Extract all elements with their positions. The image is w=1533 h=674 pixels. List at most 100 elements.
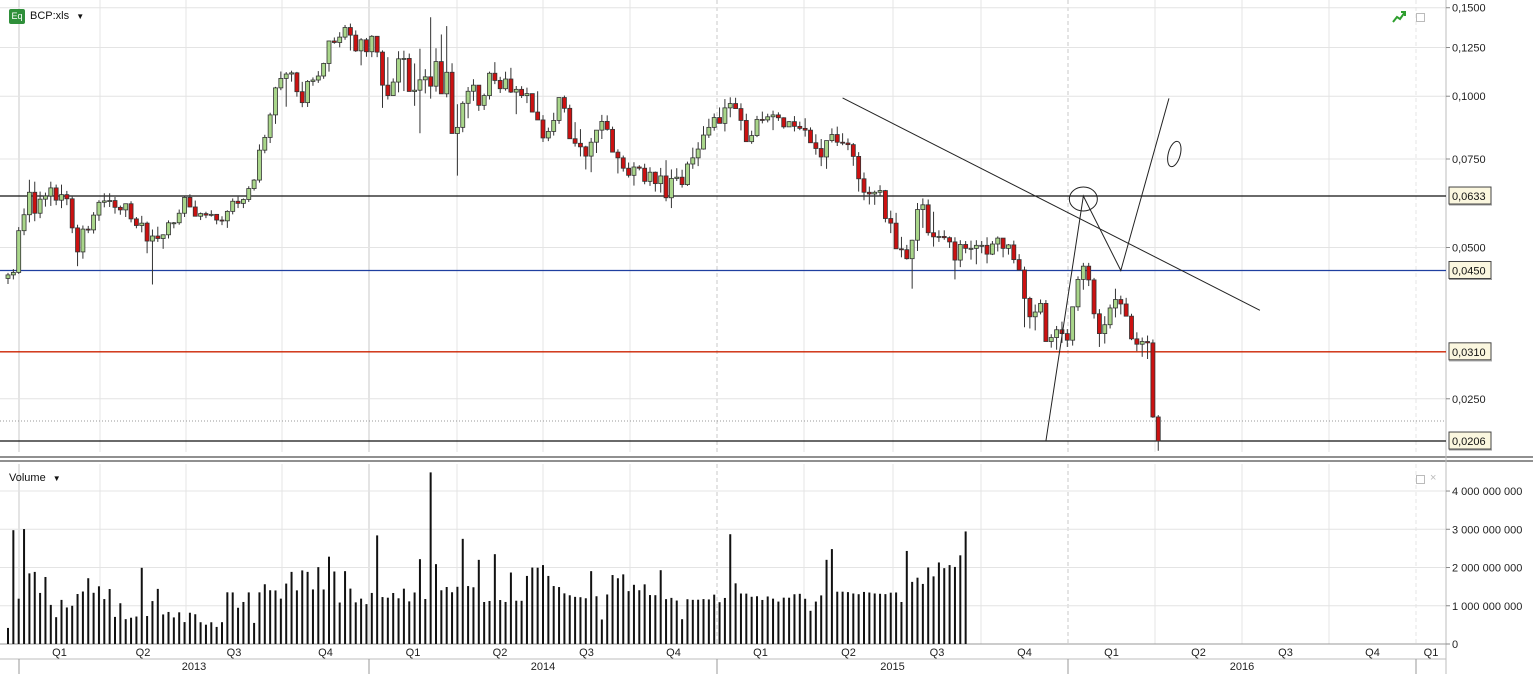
candle bbox=[251, 179, 257, 191]
level-price-label: 0,0310 bbox=[1452, 347, 1486, 359]
candle bbox=[909, 239, 915, 289]
candle bbox=[21, 208, 27, 236]
volume-bar bbox=[729, 534, 732, 644]
candle-body bbox=[979, 244, 985, 247]
volume-bar bbox=[221, 622, 223, 644]
candle-body bbox=[1032, 311, 1038, 318]
target-circle bbox=[1068, 186, 1098, 212]
candle bbox=[96, 200, 102, 221]
candle-body bbox=[722, 107, 728, 124]
quarter-label: Q1 bbox=[1424, 647, 1439, 659]
candle bbox=[524, 87, 530, 104]
volume-bar bbox=[579, 597, 582, 644]
candle-body bbox=[690, 157, 696, 165]
candle bbox=[492, 62, 498, 85]
candle bbox=[1134, 332, 1140, 352]
volume-bar bbox=[953, 566, 956, 644]
candle-body bbox=[669, 178, 674, 199]
candle bbox=[824, 140, 829, 169]
volume-bar bbox=[290, 571, 293, 644]
volume-bar bbox=[440, 590, 443, 644]
level-price-box bbox=[1448, 260, 1492, 279]
candle-body bbox=[240, 199, 246, 204]
candle-body bbox=[214, 213, 220, 221]
volume-bar bbox=[242, 601, 245, 644]
candle bbox=[1113, 288, 1118, 318]
candle-body bbox=[369, 35, 375, 53]
maximize-icon[interactable] bbox=[1416, 13, 1425, 22]
candle-body bbox=[578, 142, 583, 148]
candle-body bbox=[636, 166, 642, 169]
candle-body bbox=[1048, 337, 1054, 342]
candle-body bbox=[438, 61, 444, 95]
volume-bar bbox=[108, 589, 111, 644]
volume-bar bbox=[515, 600, 518, 644]
candle bbox=[588, 137, 594, 173]
trend-icon[interactable] bbox=[1392, 10, 1406, 24]
maximize-icon[interactable] bbox=[1416, 475, 1425, 484]
candle-body bbox=[658, 175, 664, 185]
volume-bar bbox=[793, 594, 796, 644]
volume-bar bbox=[328, 556, 330, 644]
volume-bar bbox=[317, 567, 320, 644]
candle-body bbox=[513, 88, 519, 93]
candle-body bbox=[765, 116, 771, 121]
candle-body bbox=[883, 190, 888, 219]
candle-body bbox=[219, 219, 225, 222]
candle bbox=[1091, 277, 1097, 319]
candle-body bbox=[893, 222, 899, 250]
candle-body bbox=[224, 210, 230, 222]
close-icon[interactable]: × bbox=[1430, 472, 1437, 484]
candle-body bbox=[508, 78, 514, 93]
candle bbox=[845, 138, 851, 151]
volume-tick-label: 2 000 000 000 bbox=[1452, 563, 1522, 575]
candle bbox=[101, 193, 107, 208]
candle-body bbox=[492, 72, 498, 81]
volume-label: Volume bbox=[9, 472, 46, 484]
volume-bar bbox=[183, 622, 186, 644]
volume-bar bbox=[841, 591, 844, 644]
year-label: 2015 bbox=[880, 661, 904, 673]
candle-body bbox=[626, 167, 631, 176]
volume-bar bbox=[274, 590, 277, 644]
candle-body bbox=[123, 203, 129, 211]
candle bbox=[182, 196, 187, 217]
candle bbox=[460, 101, 466, 133]
candle-body bbox=[208, 213, 214, 216]
candle-body bbox=[1022, 269, 1027, 299]
candle-body bbox=[631, 166, 637, 176]
candle bbox=[1118, 295, 1124, 315]
candle bbox=[289, 70, 294, 82]
candle bbox=[984, 237, 990, 264]
volume-selector[interactable]: Volume ▼ bbox=[9, 472, 61, 484]
candle-body bbox=[1150, 342, 1156, 418]
volume-bar bbox=[889, 592, 892, 644]
candle-body bbox=[5, 274, 11, 279]
equity-icon[interactable]: Eq bbox=[9, 9, 25, 24]
candle bbox=[797, 121, 803, 131]
candle-body bbox=[406, 58, 412, 92]
candle bbox=[133, 216, 139, 229]
candle-body bbox=[315, 75, 321, 81]
volume-bar bbox=[499, 600, 502, 644]
candle-body bbox=[749, 135, 755, 143]
quarter-label: Q4 bbox=[318, 647, 333, 659]
volume-bar bbox=[798, 593, 801, 644]
quarter-label: Q4 bbox=[1365, 647, 1380, 659]
quarter-label: Q1 bbox=[1104, 647, 1119, 659]
candle bbox=[642, 163, 648, 185]
candle-body bbox=[1113, 299, 1118, 309]
volume-bar bbox=[804, 598, 807, 644]
candle-body bbox=[139, 222, 145, 226]
volume-bar bbox=[12, 530, 15, 644]
candle-body bbox=[203, 213, 209, 216]
candle-body bbox=[96, 201, 102, 216]
symbol-selector[interactable]: BCP:xls ▼ bbox=[30, 10, 84, 22]
volume-bar bbox=[23, 529, 26, 644]
volume-bar bbox=[386, 597, 389, 644]
candle bbox=[1043, 300, 1049, 342]
candle-body bbox=[85, 228, 91, 231]
volume-bar bbox=[49, 604, 52, 644]
candle bbox=[406, 53, 412, 92]
